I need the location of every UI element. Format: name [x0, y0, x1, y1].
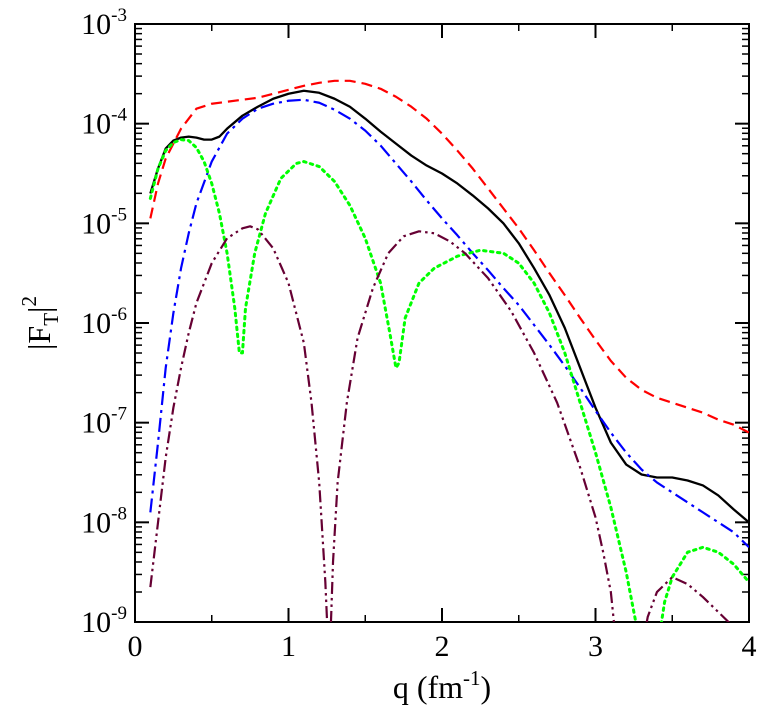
- y-tick-label: 10-4: [81, 105, 127, 141]
- y-tick-label-exp: -3: [111, 5, 127, 26]
- y-tick-label-base: 10: [81, 606, 111, 639]
- y-axis-label-symbol: F: [21, 326, 57, 344]
- series-group: [148, 79, 749, 622]
- y-axis-label-bar-right: |: [21, 307, 57, 313]
- plot-frame: [134, 23, 750, 623]
- x-tick-label: 2: [435, 630, 450, 663]
- y-tick-label-exp: -7: [111, 404, 127, 425]
- y-tick-label-base: 10: [81, 8, 111, 41]
- y-tick-label-exp: -5: [111, 204, 127, 225]
- y-tick-label-exp: -8: [111, 503, 127, 524]
- x-tick-label: 0: [128, 630, 143, 663]
- ticks: 0 1 2 3 410-910-810-710-610-510-410-3: [81, 5, 756, 663]
- series-line-total: [149, 89, 749, 524]
- y-tick-label: 10-6: [81, 304, 127, 340]
- y-axis-label-exp: 2: [17, 296, 41, 307]
- y-axis-label-subscript: T: [39, 313, 63, 326]
- y-tick-label-base: 10: [81, 207, 111, 240]
- x-tick-label: 3: [588, 630, 603, 663]
- series-line-maroon-dash-dot-dot: [149, 225, 329, 622]
- y-tick-label: 10-3: [81, 5, 127, 41]
- y-tick-label-base: 10: [81, 108, 111, 141]
- series-line-blue-dash-dot: [149, 98, 749, 549]
- y-tick-label-base: 10: [81, 407, 111, 440]
- y-tick-label: 10-9: [81, 603, 127, 639]
- y-tick-label-base: 10: [81, 506, 111, 539]
- y-axis-label-bar-left: |: [21, 344, 57, 350]
- x-axis-label-exp: -1: [463, 666, 481, 690]
- y-tick-label: 10-8: [81, 503, 127, 539]
- y-tick-label-exp: -4: [111, 105, 127, 126]
- y-tick-label-exp: -9: [111, 603, 127, 624]
- series-line-green-dotted-tail: [659, 545, 749, 622]
- x-tick-label: 4: [742, 630, 757, 663]
- series-line-green-dotted: [148, 138, 638, 622]
- x-axis-label-close: ): [481, 669, 492, 705]
- x-axis-label-base: q (fm: [393, 669, 463, 705]
- y-tick-label: 10-7: [81, 404, 127, 440]
- series-line-maroon-dash-dot-dot-mid: [329, 230, 616, 622]
- y-tick-label-exp: -6: [111, 304, 127, 325]
- series-line-maroon-dash-dot-dot-tail: [645, 576, 731, 622]
- x-tick-label: 1: [281, 630, 296, 663]
- y-tick-label: 10-5: [81, 204, 127, 240]
- series-line-red-dashed: [149, 79, 749, 434]
- x-axis-label: q (fm-1): [393, 666, 491, 705]
- y-axis-label: |FT|2: [17, 296, 63, 350]
- y-tick-label-base: 10: [81, 307, 111, 340]
